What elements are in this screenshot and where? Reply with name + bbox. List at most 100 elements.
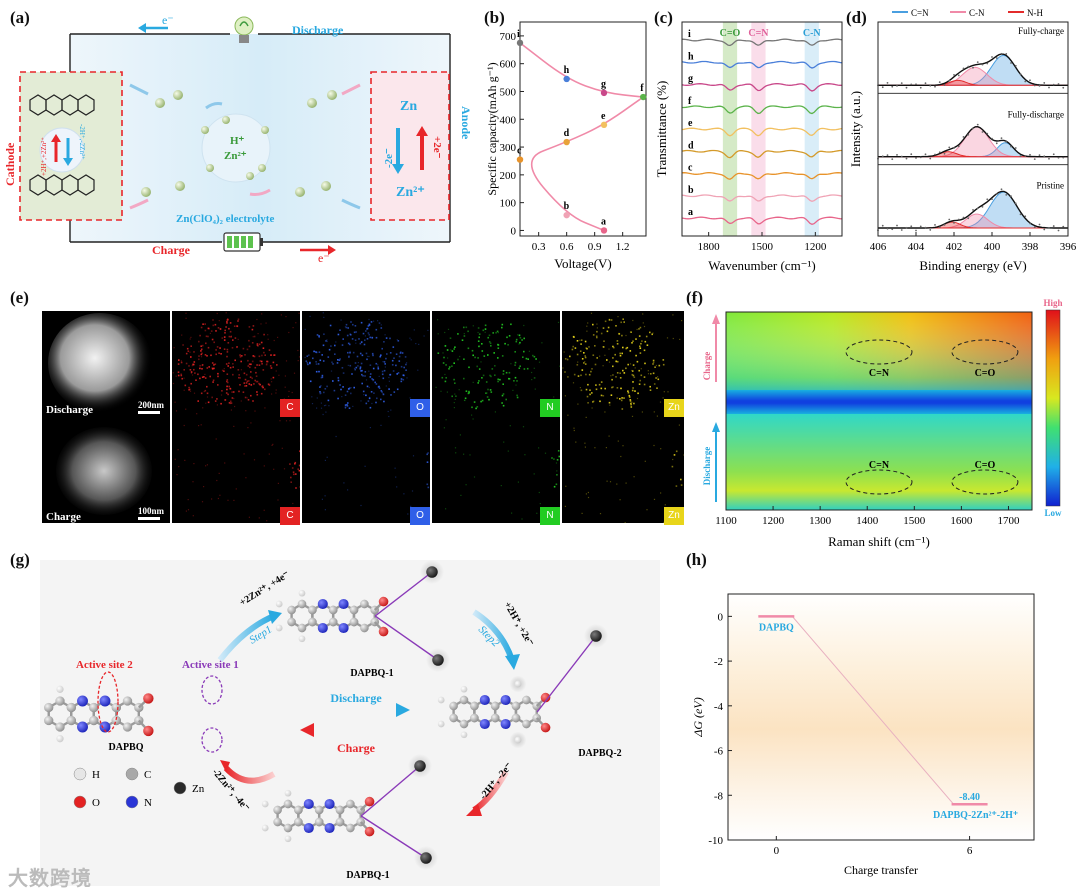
eds-dot bbox=[326, 385, 328, 388]
eds-dot bbox=[250, 394, 252, 397]
sem-image-discharge bbox=[48, 313, 152, 413]
atom-c bbox=[273, 817, 282, 827]
cathode-ion-bubble bbox=[39, 127, 85, 173]
eds-noise-dot bbox=[539, 503, 541, 505]
chart-b-point-label: f bbox=[640, 83, 644, 94]
eds-noise-dot bbox=[423, 335, 425, 337]
chart-d-raw-point bbox=[1019, 73, 1022, 75]
eds-dot bbox=[250, 363, 252, 366]
eds-noise-dot bbox=[460, 494, 462, 496]
atom-n bbox=[317, 622, 328, 634]
eds-dot bbox=[427, 486, 430, 489]
charge-label: Charge bbox=[337, 741, 376, 755]
eds-noise-dot bbox=[224, 462, 226, 464]
eds-dot bbox=[360, 362, 363, 365]
eds-noise-dot bbox=[211, 498, 213, 500]
eds-dot bbox=[315, 370, 318, 373]
eds-dot bbox=[188, 386, 190, 389]
chart-d-raw-point bbox=[976, 207, 979, 210]
eds-dot bbox=[604, 320, 607, 323]
eds-noise-dot bbox=[253, 459, 256, 461]
eds-dot bbox=[369, 376, 372, 378]
eds-dot bbox=[246, 380, 249, 383]
eds-dot bbox=[504, 342, 506, 345]
eds-noise-dot bbox=[599, 513, 602, 515]
eds-dot bbox=[332, 380, 334, 382]
eds-noise-dot bbox=[679, 338, 681, 340]
eds-dot bbox=[251, 360, 254, 363]
eds-noise-dot bbox=[596, 327, 598, 329]
eds-noise-dot bbox=[655, 364, 657, 367]
chart-f-xtick-label: 1500 bbox=[903, 515, 926, 527]
eds-dot bbox=[477, 357, 479, 359]
eds-noise-dot bbox=[266, 520, 268, 522]
eds-dot bbox=[327, 399, 330, 402]
eds-dot bbox=[631, 342, 633, 344]
eds-dot bbox=[211, 338, 214, 341]
eds-dot bbox=[334, 353, 336, 355]
chart-d-raw-point bbox=[929, 229, 932, 231]
eds-dot bbox=[489, 342, 492, 345]
eds-noise-dot bbox=[268, 453, 270, 455]
eds-noise-dot bbox=[672, 458, 674, 461]
chart-h-ylabel: ΔG (eV) bbox=[691, 697, 705, 737]
eds-dot bbox=[224, 399, 227, 401]
eds-dot bbox=[638, 383, 641, 385]
eds-dot bbox=[190, 356, 192, 358]
eds-dot bbox=[680, 478, 682, 481]
eds-dot bbox=[596, 330, 598, 333]
eds-dot bbox=[508, 371, 511, 374]
zn-bond bbox=[536, 635, 597, 713]
eds-noise-dot bbox=[288, 390, 290, 392]
chart-c-series-label: e bbox=[688, 118, 693, 129]
eds-dot bbox=[476, 406, 479, 408]
chart-b-xtick-label: 0.3 bbox=[532, 241, 546, 253]
eds-noise-dot bbox=[206, 464, 208, 466]
eds-noise-dot bbox=[407, 513, 409, 515]
eds-dot bbox=[480, 400, 482, 403]
eds-noise-dot bbox=[225, 312, 227, 314]
eds-noise-dot bbox=[577, 361, 579, 363]
eds-dot bbox=[227, 365, 229, 367]
atom-c bbox=[44, 702, 54, 713]
eds-noise-dot bbox=[326, 340, 328, 343]
eds-dot bbox=[249, 376, 252, 378]
eds-dot bbox=[490, 375, 492, 378]
eds-dot bbox=[180, 361, 183, 364]
eds-dot bbox=[505, 371, 508, 374]
eds-dot bbox=[567, 376, 569, 378]
chart-d-raw-point bbox=[886, 81, 889, 84]
eds-dot bbox=[359, 342, 362, 345]
eds-noise-dot bbox=[494, 411, 496, 413]
chart-d-legend-label: N-H bbox=[1027, 8, 1043, 18]
eds-dot bbox=[494, 374, 496, 376]
eds-dot bbox=[384, 363, 386, 365]
eds-dot bbox=[178, 359, 180, 361]
chart-d-raw-point bbox=[924, 153, 927, 156]
eds-dot bbox=[629, 400, 632, 402]
eds-dot bbox=[523, 350, 525, 353]
eds-dot bbox=[226, 373, 229, 375]
eds-dot bbox=[349, 351, 351, 354]
eds-noise-dot bbox=[185, 317, 187, 319]
atom-n bbox=[324, 822, 335, 834]
eds-noise-dot bbox=[324, 509, 326, 511]
chart-d-raw-point bbox=[915, 157, 917, 159]
eds-dot bbox=[185, 352, 188, 355]
eds-dot bbox=[220, 402, 222, 405]
chart-f-annotation-ring bbox=[951, 469, 1019, 495]
eds-dot bbox=[221, 337, 224, 339]
eds-noise-dot bbox=[316, 407, 318, 409]
eds-noise-dot bbox=[447, 357, 449, 359]
eds-dot bbox=[250, 371, 252, 373]
eds-noise-dot bbox=[511, 512, 513, 514]
eds-noise-dot bbox=[200, 424, 202, 426]
eds-dot bbox=[229, 388, 232, 390]
eds-dot bbox=[366, 328, 368, 330]
chart-h-ytick-label: -8 bbox=[714, 790, 724, 802]
eds-dot bbox=[471, 349, 474, 352]
chart-b-xtick-label: 0.9 bbox=[588, 241, 602, 253]
eds-dot bbox=[206, 392, 209, 395]
eds-noise-dot bbox=[320, 392, 322, 394]
eds-dot bbox=[237, 369, 240, 371]
